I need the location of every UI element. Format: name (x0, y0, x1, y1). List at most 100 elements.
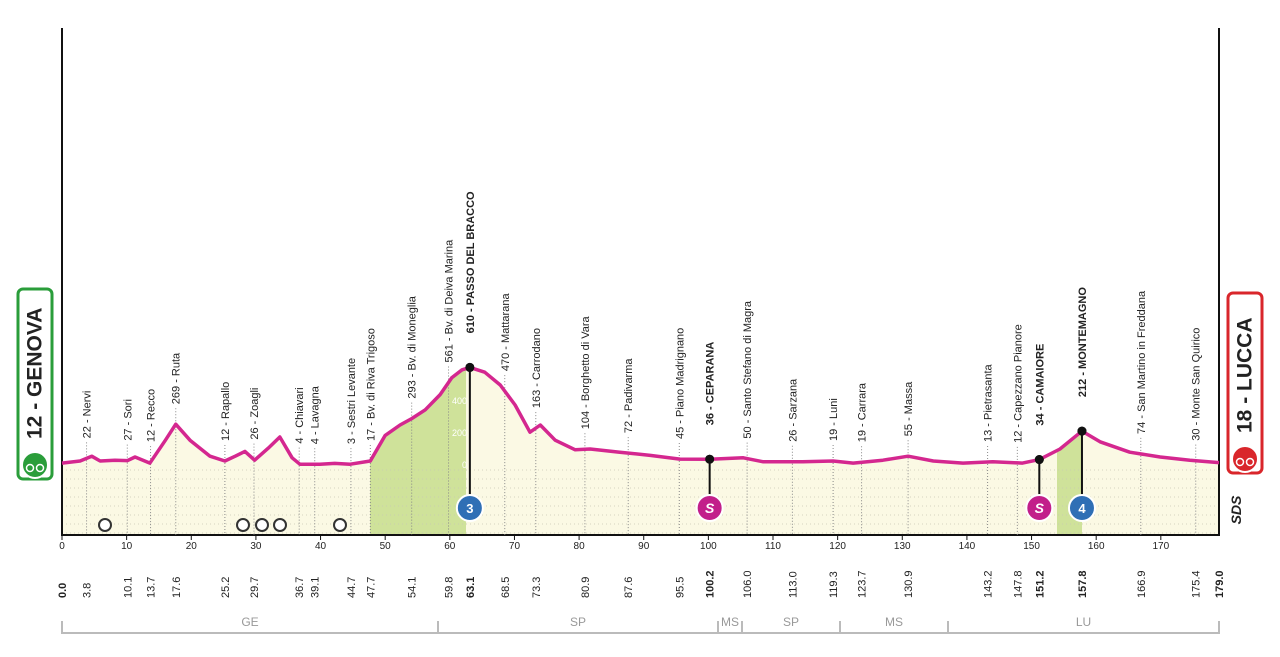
waypoint-label: 22 - Nervi (82, 391, 94, 439)
waypoint-label: 19 - Carrara (857, 382, 869, 442)
waypoint-km: 73.3 (531, 577, 543, 598)
sprint-label: S (705, 500, 715, 516)
region-label: GE (241, 615, 258, 629)
waypoint-km: 157.8 (1077, 570, 1089, 598)
waypoint-label: 269 - Ruta (171, 352, 183, 404)
waypoint-km: 166.9 (1136, 570, 1148, 598)
waypoint-label: 27 - Sori (122, 399, 134, 441)
km-tick-label: 100 (700, 541, 717, 552)
climb-marker (455, 494, 484, 522)
waypoint-label: 4 - Lavagna (310, 385, 322, 444)
waypoint-label: 12 - Recco (146, 389, 158, 442)
altitude-tick-label: 400 (452, 396, 467, 406)
start-icon-wheel (25, 463, 35, 473)
climb-marker (1067, 494, 1096, 522)
finish-icon (1231, 445, 1259, 473)
finish-km: 179.0 (1214, 570, 1226, 598)
waypoint-label: 610 - PASSO DEL BRACCO (465, 191, 477, 333)
km-tick-label: 80 (574, 541, 586, 552)
start-label: 12 - GENOVA (24, 308, 47, 439)
waypoint-km: 44.7 (346, 577, 358, 598)
waypoint-km: 17.6 (171, 577, 183, 598)
waypoint-km: 36.7 (294, 577, 306, 598)
waypoint-label: 17 - Bv. di Riva Trigoso (365, 328, 377, 441)
region-label: SP (570, 615, 586, 629)
waypoint-label: 19 - Luni (828, 398, 840, 441)
summit-dot (1077, 426, 1087, 436)
waypoint-label: 293 - Bv. di Moneglia (407, 295, 419, 398)
finish-icon-wheel (1245, 457, 1255, 467)
waypoint-km: 47.7 (365, 577, 377, 598)
altitude-tick-label: 0 (462, 460, 467, 470)
region-label: MS (721, 615, 739, 629)
km-tick-label: 20 (186, 541, 198, 552)
waypoint-km: 3.8 (82, 583, 94, 598)
start-icon (21, 451, 49, 479)
km-tick-label: 70 (509, 541, 521, 552)
km-tick-label: 130 (894, 541, 911, 552)
km-tick-label: 110 (765, 541, 781, 552)
waypoint-km: 113.0 (787, 571, 799, 598)
waypoint-label: 50 - Santo Stefano di Magra (742, 300, 754, 438)
waypoint-label: 4 - Chiavari (294, 387, 306, 443)
start-icon-wheel (35, 463, 45, 473)
km-tick-label: 50 (380, 541, 392, 552)
waypoint-km: 151.2 (1034, 570, 1046, 598)
waypoint-label: 163 - Carrodano (531, 328, 543, 408)
climb-category: 3 (466, 501, 473, 516)
summit-dot (465, 362, 475, 372)
waypoint-km: 29.7 (249, 577, 261, 598)
waypoint-km: 147.8 (1012, 570, 1024, 598)
waypoint-label: 561 - Bv. di Deiva Marina (444, 239, 456, 363)
waypoint-km: 87.6 (623, 577, 635, 598)
brand: SDS (1228, 495, 1244, 524)
waypoint-km: 39.1 (310, 577, 322, 598)
waypoint-label: 104 - Borghetto di Vara (580, 315, 592, 429)
waypoint-km: 25.2 (220, 577, 232, 598)
summit-dot (705, 454, 715, 464)
waypoint-km: 80.9 (580, 577, 592, 598)
waypoint-km: 106.0 (742, 570, 754, 598)
km-tick-label: 60 (444, 541, 456, 552)
start-km: 0.0 (57, 583, 69, 598)
waypoint-label: 12 - Capezzano Pianore (1012, 324, 1024, 443)
sprint-marker (1025, 494, 1054, 522)
waypoint-label: 470 - Mattarana (500, 293, 512, 372)
finish-icon-wheel (1235, 457, 1245, 467)
waypoint-label: 72 - Padivarma (623, 358, 635, 433)
waypoint-km: 13.7 (146, 577, 158, 598)
waypoint-km: 123.7 (857, 570, 869, 598)
km-tick-label: 40 (315, 541, 327, 552)
region-label: MS (885, 615, 903, 629)
km-tick-label: 30 (250, 541, 262, 552)
waypoint-km: 119.3 (828, 571, 840, 598)
km-tick-label: 160 (1088, 541, 1105, 552)
finish-label: 18 - LUCCA (1234, 317, 1257, 433)
waypoint-label: 34 - CAMAIORE (1034, 344, 1046, 426)
waypoint-km: 95.5 (674, 577, 686, 598)
waypoint-label: 30 - Monte San Quirico (1191, 328, 1203, 441)
sprint-label: S (1035, 500, 1045, 516)
waypoint-km: 10.1 (122, 577, 134, 598)
waypoint-label: 13 - Pietrasanta (983, 363, 995, 442)
region-label: LU (1076, 615, 1091, 629)
waypoint-label: 212 - MONTEMAGNO (1077, 287, 1089, 397)
km-tick-label: 140 (959, 541, 976, 552)
altitude-tick-label: 200 (452, 428, 467, 438)
waypoint-label: 74 - San Martino in Freddana (1136, 290, 1148, 434)
waypoint-label: 3 - Sestri Levante (346, 358, 358, 444)
waypoint-km: 59.8 (444, 577, 456, 598)
waypoint-km: 54.1 (407, 577, 419, 598)
waypoint-km: 130.9 (903, 570, 915, 598)
climb-category: 4 (1078, 501, 1086, 516)
waypoint-km: 68.5 (500, 577, 512, 598)
km-tick-label: 120 (829, 541, 846, 552)
waypoint-km: 143.2 (983, 570, 995, 598)
km-tick-label: 170 (1152, 541, 1169, 552)
tunnel-icons (98, 518, 347, 532)
km-tick-label: 0 (59, 541, 65, 552)
waypoint-label: 45 - Piano Madrignano (674, 328, 686, 439)
waypoint-label: 55 - Massa (903, 381, 915, 436)
region-label: SP (783, 615, 799, 629)
waypoint-label: 36 - CEPARANA (705, 342, 717, 426)
